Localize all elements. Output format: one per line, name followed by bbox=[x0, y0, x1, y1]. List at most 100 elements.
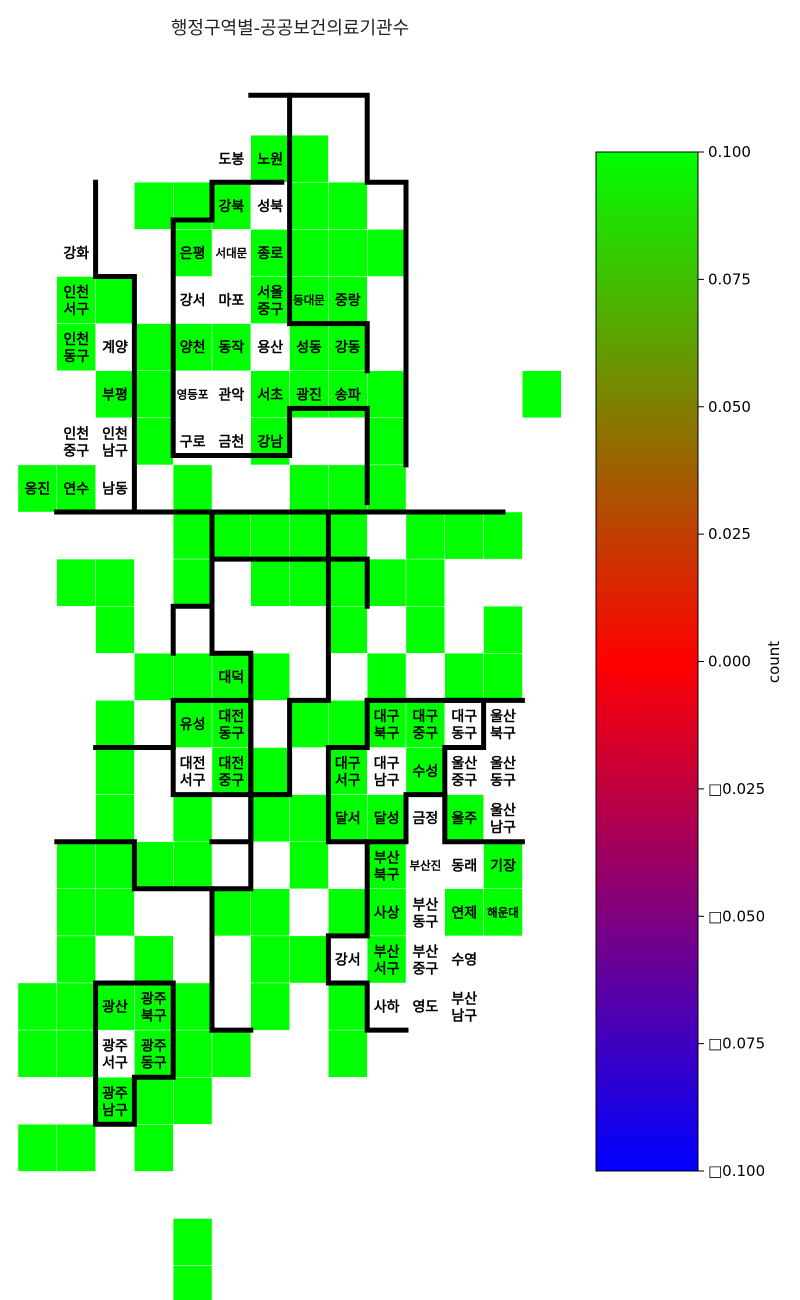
tile-label: 해운대 bbox=[487, 905, 519, 919]
colorbar-tick-label: □0.025 bbox=[708, 780, 765, 798]
district-tile bbox=[211, 747, 251, 795]
tile-label: 부산진 bbox=[410, 858, 442, 872]
tile-label: 사상 bbox=[374, 905, 400, 921]
tile-label: 대구 서구 bbox=[335, 756, 361, 789]
district-tile bbox=[367, 653, 407, 701]
tile-label: 강서 bbox=[180, 292, 206, 309]
district-tile bbox=[134, 370, 174, 419]
tile-label: 광주 북구 bbox=[141, 991, 167, 1025]
tile-label: 대구 북구 bbox=[374, 709, 400, 742]
tile-label: 서울 중구 bbox=[257, 284, 283, 318]
district-tile bbox=[444, 653, 484, 701]
district-tile bbox=[328, 511, 368, 560]
district-tile bbox=[95, 370, 135, 419]
tile-label: 강동 bbox=[335, 339, 361, 356]
district-tile bbox=[289, 182, 329, 230]
colorbar-tick-label: 0.050 bbox=[708, 398, 751, 416]
district-tile bbox=[328, 1029, 368, 1078]
colorbar-gradient bbox=[595, 151, 699, 1172]
tile-label: 유성 bbox=[180, 717, 206, 733]
tile-label: 종로 bbox=[257, 246, 283, 262]
district-tile bbox=[56, 1124, 96, 1172]
district-tile bbox=[172, 653, 213, 701]
tile-label: 용산 bbox=[257, 339, 283, 356]
district-tile bbox=[17, 1029, 57, 1078]
district-tile bbox=[405, 558, 445, 607]
district-tile bbox=[367, 229, 407, 277]
district-tile bbox=[328, 229, 368, 277]
tile-label: 송파 bbox=[335, 387, 361, 403]
district-tile bbox=[95, 888, 135, 937]
region-border bbox=[442, 697, 487, 798]
district-tile bbox=[250, 370, 290, 419]
colorbar-tick-label: □0.075 bbox=[708, 1035, 765, 1053]
tile-label: 동대문 bbox=[293, 293, 325, 307]
tile-label: 울산 동구 bbox=[490, 755, 516, 789]
tile-label: 양천 bbox=[180, 340, 206, 356]
region-border bbox=[248, 92, 409, 468]
tile-label: 기장 bbox=[490, 857, 516, 874]
district-tile bbox=[250, 982, 290, 1031]
tile-label: 영도 bbox=[413, 999, 439, 1016]
district-tile bbox=[95, 558, 135, 607]
district-tile bbox=[328, 794, 368, 842]
tile-label: 광주 동구 bbox=[141, 1038, 167, 1072]
district-tile bbox=[289, 134, 329, 183]
district-tile bbox=[95, 794, 135, 842]
district-tile bbox=[328, 182, 368, 230]
colorbar-tick-label: 0.000 bbox=[708, 653, 751, 671]
tile-label: 울주 bbox=[451, 810, 477, 827]
tile-label: 부산 북구 bbox=[374, 849, 400, 883]
district-tile bbox=[367, 700, 407, 748]
district-tile bbox=[367, 370, 407, 419]
district-tile bbox=[250, 511, 290, 560]
district-tile bbox=[367, 841, 407, 890]
tile-label: 대구 중구 bbox=[413, 709, 439, 742]
tile-label: 울산 남구 bbox=[490, 802, 516, 836]
tile-label: 부산 동구 bbox=[413, 896, 439, 930]
district-tile bbox=[95, 700, 135, 748]
district-tile bbox=[444, 888, 484, 937]
district-tile bbox=[250, 747, 290, 795]
tile-label: 인천 중구 bbox=[63, 425, 89, 459]
district-tile bbox=[56, 1029, 96, 1078]
district-tile bbox=[172, 794, 213, 842]
region-border bbox=[287, 92, 370, 374]
tile-label: 강화 bbox=[63, 245, 89, 262]
region-border bbox=[170, 509, 331, 845]
district-tile bbox=[17, 464, 57, 513]
tile-label: 대덕 bbox=[219, 669, 245, 686]
district-tile bbox=[328, 700, 368, 748]
district-tile bbox=[405, 606, 445, 654]
region-border bbox=[325, 697, 525, 845]
district-tile bbox=[405, 700, 445, 748]
district-tile bbox=[289, 935, 329, 984]
tile-label: 광진 bbox=[296, 386, 322, 403]
tile-label: 중랑 bbox=[335, 293, 361, 309]
district-tile bbox=[134, 182, 174, 230]
colorbar-tick-label: 0.100 bbox=[708, 143, 751, 161]
tile-label: 인천 남구 bbox=[102, 425, 128, 459]
district-tile bbox=[172, 700, 213, 748]
district-tile bbox=[367, 417, 407, 466]
tile-label: 울산 북구 bbox=[490, 708, 516, 742]
tile-label: 금정 bbox=[413, 810, 439, 827]
district-tile bbox=[289, 794, 329, 842]
tile-label: 광주 남구 bbox=[102, 1085, 128, 1119]
tile-label: 계양 bbox=[102, 340, 128, 356]
colorbar-ticks: 0.100 0.075 0.050 0.025 0.000 □0.025 □0.050 □0.… bbox=[698, 143, 765, 1180]
tile-label: 구로 bbox=[180, 434, 206, 450]
tile-label: 달성 bbox=[374, 811, 400, 827]
district-tile bbox=[444, 511, 484, 560]
district-tile bbox=[17, 1124, 57, 1172]
district-tile bbox=[17, 982, 57, 1031]
tile-label: 인천 서구 bbox=[63, 284, 89, 318]
tile-label: 연수 bbox=[63, 481, 89, 497]
district-tile bbox=[56, 935, 96, 984]
district-tile bbox=[444, 794, 484, 842]
tile-label: 성북 bbox=[257, 199, 283, 215]
district-tile bbox=[289, 841, 329, 890]
district-tile bbox=[134, 417, 174, 466]
district-tile bbox=[172, 982, 213, 1031]
